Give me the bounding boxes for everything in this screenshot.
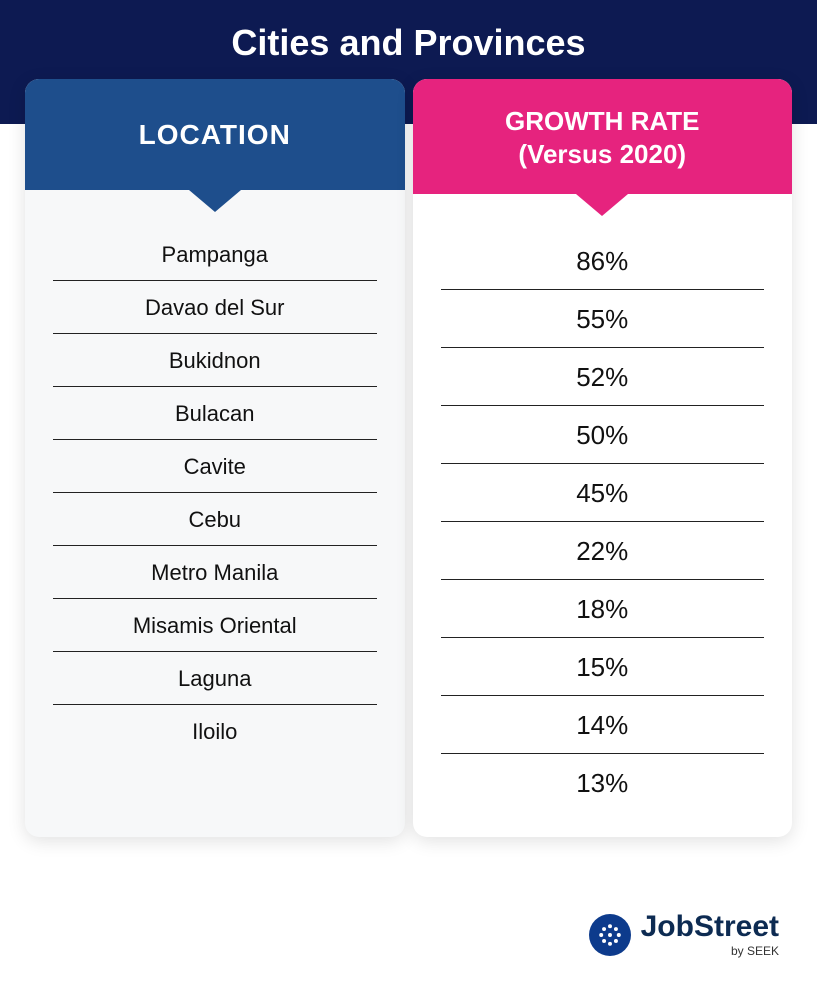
table-row: 14%: [441, 696, 765, 754]
table-row: Laguna: [53, 652, 377, 705]
table-row: Cebu: [53, 493, 377, 546]
table-row: Cavite: [53, 440, 377, 493]
table-row: 18%: [441, 580, 765, 638]
column-location-header: LOCATION: [25, 79, 405, 190]
table-row: 13%: [441, 754, 765, 811]
table-columns: LOCATION PampangaDavao del SurBukidnonBu…: [0, 79, 817, 837]
table-row: 55%: [441, 290, 765, 348]
column-location-header-text: LOCATION: [139, 119, 291, 150]
page-title: Cities and Provinces: [231, 22, 585, 63]
table-row: Iloilo: [53, 705, 377, 757]
table-row: Misamis Oriental: [53, 599, 377, 652]
logo-text-block: JobStreet by SEEK: [641, 912, 779, 958]
table-row: 15%: [441, 638, 765, 696]
column-rate-header-line2: (Versus 2020): [423, 138, 783, 171]
table-row: 22%: [441, 522, 765, 580]
column-location-body: PampangaDavao del SurBukidnonBulacanCavi…: [25, 190, 405, 783]
table-row: 86%: [441, 232, 765, 290]
column-rate-header: GROWTH RATE (Versus 2020): [413, 79, 793, 194]
table-row: Metro Manila: [53, 546, 377, 599]
logo-text: JobStreet: [641, 912, 779, 942]
logo-icon: [589, 914, 631, 956]
column-location: LOCATION PampangaDavao del SurBukidnonBu…: [25, 79, 405, 837]
table-row: Bukidnon: [53, 334, 377, 387]
table-row: Pampanga: [53, 228, 377, 281]
footer-logo: JobStreet by SEEK: [589, 912, 779, 958]
table-row: Davao del Sur: [53, 281, 377, 334]
logo-subtext: by SEEK: [641, 944, 779, 958]
column-rate-body: 86%55%52%50%45%22%18%15%14%13%: [413, 194, 793, 837]
table-row: Bulacan: [53, 387, 377, 440]
table-row: 45%: [441, 464, 765, 522]
table-row: 50%: [441, 406, 765, 464]
table-row: 52%: [441, 348, 765, 406]
column-rate: GROWTH RATE (Versus 2020) 86%55%52%50%45…: [413, 79, 793, 837]
column-rate-header-line1: GROWTH RATE: [423, 105, 783, 138]
